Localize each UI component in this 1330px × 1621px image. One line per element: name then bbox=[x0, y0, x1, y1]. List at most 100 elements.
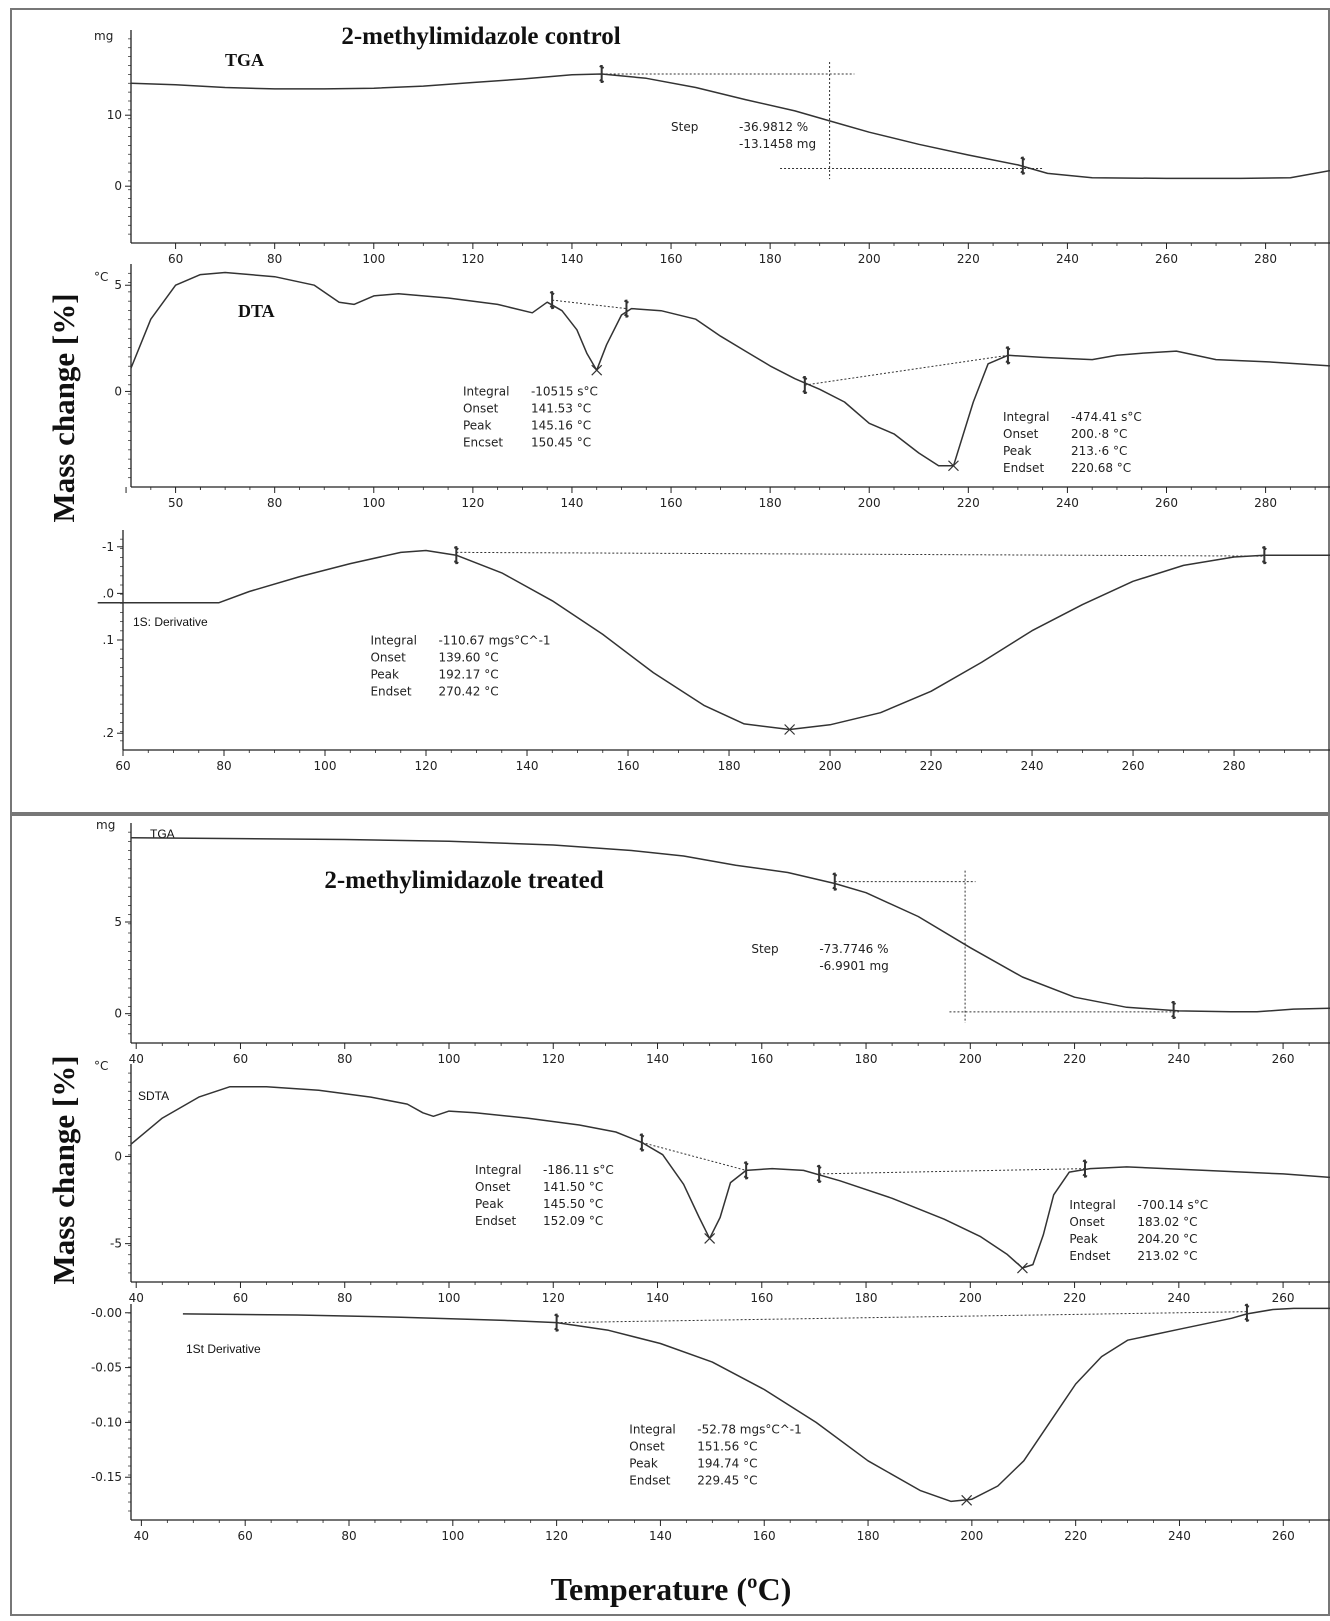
x-tick-label: 220 bbox=[1063, 1052, 1086, 1066]
annotation-value: 229.45 °C bbox=[697, 1473, 757, 1487]
y-tick-label: 0 bbox=[114, 1007, 122, 1021]
x-tick-label: 100 bbox=[362, 496, 385, 510]
annotation-value: 151.56 °C bbox=[697, 1439, 757, 1453]
annotation-value: -10515 s°C bbox=[531, 385, 598, 399]
y-tick-label: .2 bbox=[103, 726, 114, 740]
series-line bbox=[98, 551, 1330, 730]
annotation-key: Onset bbox=[629, 1439, 665, 1453]
annotation-key: Peak bbox=[475, 1197, 504, 1211]
x-tick-label: 80 bbox=[337, 1291, 352, 1305]
x-tick-label: 80 bbox=[337, 1052, 352, 1066]
x-tick-label: 260 bbox=[1155, 252, 1178, 266]
x-tick-label: 220 bbox=[957, 496, 980, 510]
annotation-value: 139.60 °C bbox=[438, 651, 498, 665]
x-tick-label: 280 bbox=[1223, 759, 1246, 773]
annotation-key: Onset bbox=[1069, 1215, 1105, 1229]
x-tick-label: 140 bbox=[561, 496, 584, 510]
x-tick-label: 160 bbox=[660, 496, 683, 510]
y-tick-label: .1 bbox=[103, 633, 114, 647]
panel-treated-tga: 40 60 80 100 120 140 160 180 200 220 240 260 5 0 mg 2-m… bbox=[96, 818, 1330, 1066]
x-tick-label: 60 bbox=[168, 252, 183, 266]
baseline bbox=[819, 1169, 1085, 1174]
annotation-value: 270.42 °C bbox=[438, 685, 498, 699]
annotation-key: Onset bbox=[1003, 427, 1039, 441]
x-tick-label: 80 bbox=[216, 759, 231, 773]
annotation-key: Peak bbox=[463, 419, 492, 433]
y-tick-label: 10 bbox=[107, 108, 122, 122]
unit-label: mg bbox=[96, 818, 115, 832]
x-tick-label: 120 bbox=[461, 252, 484, 266]
y-tick-label: 0 bbox=[114, 1149, 122, 1163]
annotation-value: 141.53 °C bbox=[531, 402, 591, 416]
x-tick-label: 280 bbox=[1254, 252, 1277, 266]
y-axis-label-bottom: Mass change [%] bbox=[46, 1055, 81, 1284]
x-tick-label: 140 bbox=[516, 759, 539, 773]
x-tick-label: 180 bbox=[855, 1052, 878, 1066]
baseline bbox=[552, 300, 626, 308]
panel-title: TGA bbox=[150, 827, 175, 841]
x-tick-label: 180 bbox=[759, 252, 782, 266]
annotation-key: Onset bbox=[370, 651, 406, 665]
unit-label: °C bbox=[94, 1059, 108, 1073]
x-tick-label: 140 bbox=[561, 252, 584, 266]
annotation-key: Endset bbox=[370, 685, 411, 699]
x-tick-label: 180 bbox=[857, 1529, 880, 1543]
annotation-value: 192.17 °C bbox=[438, 668, 498, 682]
x-tick-label: 100 bbox=[438, 1052, 461, 1066]
y-tick-label: -0.00 bbox=[91, 1306, 122, 1320]
x-tick-label: 120 bbox=[545, 1529, 568, 1543]
annotation-key: Peak bbox=[1069, 1232, 1098, 1246]
x-tick-label: 120 bbox=[542, 1291, 565, 1305]
y-tick-label: .0 bbox=[103, 586, 114, 600]
annotation-value: 141.50 °C bbox=[543, 1180, 603, 1194]
annotation-key: Peak bbox=[629, 1456, 658, 1470]
annotation-key: Integral bbox=[463, 385, 509, 399]
x-tick-label: 240 bbox=[1056, 496, 1079, 510]
x-tick-label: 260 bbox=[1272, 1052, 1295, 1066]
annotation-value: 145.50 °C bbox=[543, 1197, 603, 1211]
x-tick-label: 60 bbox=[233, 1052, 248, 1066]
x-tick-label: 60 bbox=[115, 759, 130, 773]
annotation-key: Onset bbox=[463, 402, 499, 416]
annotation-key: Endset bbox=[1069, 1249, 1110, 1263]
x-tick-label: 100 bbox=[438, 1291, 461, 1305]
x-tick-label: 180 bbox=[759, 496, 782, 510]
panel-control-tga: 60 80 100 120 140 160 180 200 220 240 260 280100mg 2… bbox=[94, 23, 1330, 266]
annotation-value: -52.78 mgs°C^-1 bbox=[697, 1422, 801, 1436]
x-tick-label: 160 bbox=[750, 1052, 773, 1066]
annotation-key: Step bbox=[751, 942, 778, 956]
panel-treated-sdta: 40 60 80 100 120 140 160 180 200 220 240 2600-5°CSD… bbox=[94, 1059, 1330, 1305]
annotation-key: Integral bbox=[629, 1422, 675, 1436]
baseline bbox=[805, 355, 1008, 385]
peak-marker bbox=[1017, 1263, 1027, 1273]
y-tick-label: -5 bbox=[110, 1237, 122, 1251]
x-tick-label: 220 bbox=[1063, 1291, 1086, 1305]
x-tick-label: 160 bbox=[753, 1529, 776, 1543]
annotation-value: 145.16 °C bbox=[531, 419, 591, 433]
x-tick-label: 200 bbox=[858, 252, 881, 266]
y-tick-label: -0.05 bbox=[91, 1361, 122, 1375]
panel-title: DTA bbox=[238, 301, 275, 321]
x-tick-label: 200 bbox=[959, 1052, 982, 1066]
x-tick-label: 140 bbox=[646, 1291, 669, 1305]
x-tick-label: 200 bbox=[819, 759, 842, 773]
panel-title: 1St Derivative bbox=[186, 1342, 261, 1356]
y-tick-label: 5 bbox=[114, 915, 122, 929]
panel-control-dta: 50 80 100 120 140 160 180 200 220 240 260 28050°CDT… bbox=[94, 264, 1330, 510]
y-tick-label: 0 bbox=[114, 179, 122, 193]
x-tick-label: 60 bbox=[238, 1529, 253, 1543]
annotation-key: Endset bbox=[475, 1214, 516, 1228]
annotation-value: 152.09 °C bbox=[543, 1214, 603, 1228]
x-tick-label: 120 bbox=[461, 496, 484, 510]
x-tick-label: 240 bbox=[1056, 252, 1079, 266]
x-tick-label: 240 bbox=[1021, 759, 1044, 773]
x-tick-label: 40 bbox=[134, 1529, 149, 1543]
x-tick-label: 260 bbox=[1272, 1291, 1295, 1305]
annotation-value: 150.45 °C bbox=[531, 436, 591, 450]
annotation-key: Encset bbox=[463, 436, 503, 450]
x-tick-label: 200 bbox=[959, 1291, 982, 1305]
x-tick-label: 140 bbox=[649, 1529, 672, 1543]
annotation-value: 220.68 °C bbox=[1071, 461, 1131, 475]
annotation-value: 213.02 °C bbox=[1137, 1249, 1197, 1263]
